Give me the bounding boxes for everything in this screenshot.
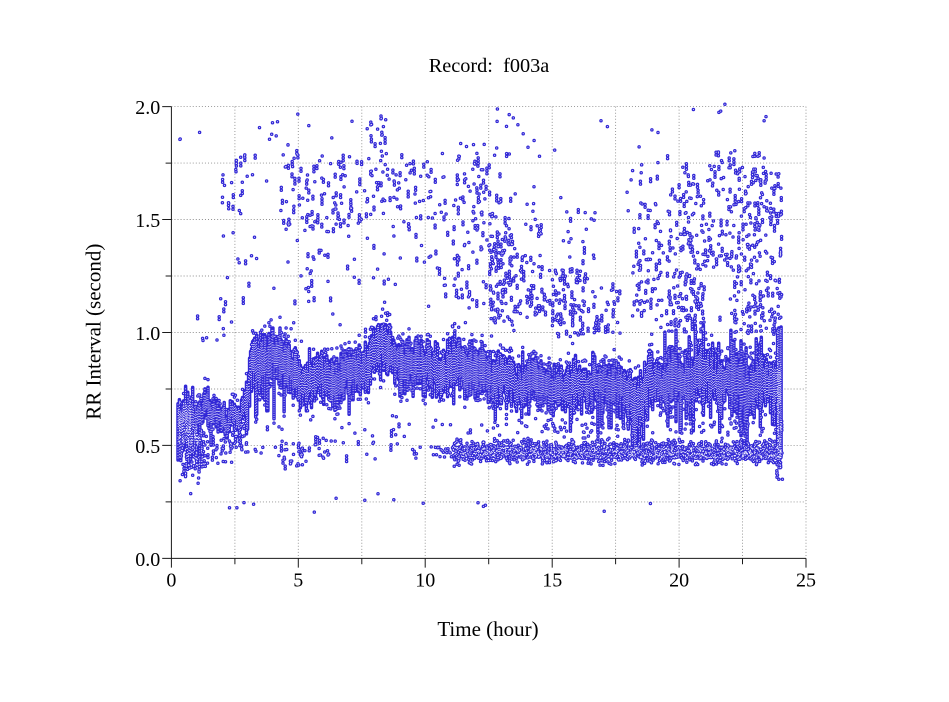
svg-text:5: 5 bbox=[293, 569, 303, 591]
svg-text:RR Interval (second): RR Interval (second) bbox=[82, 244, 106, 420]
svg-text:0.0: 0.0 bbox=[135, 549, 160, 571]
svg-text:25: 25 bbox=[796, 569, 816, 591]
svg-text:1.0: 1.0 bbox=[135, 323, 160, 345]
svg-text:0.5: 0.5 bbox=[135, 436, 160, 458]
svg-text:0: 0 bbox=[166, 569, 176, 591]
svg-text:15: 15 bbox=[542, 569, 562, 591]
svg-text:10: 10 bbox=[415, 569, 435, 591]
svg-text:20: 20 bbox=[669, 569, 689, 591]
svg-text:Record: f003a: Record: f003a bbox=[429, 55, 550, 77]
svg-text:1.5: 1.5 bbox=[135, 210, 160, 232]
svg-text:Time (hour): Time (hour) bbox=[437, 617, 538, 641]
svg-text:2.0: 2.0 bbox=[135, 97, 160, 119]
